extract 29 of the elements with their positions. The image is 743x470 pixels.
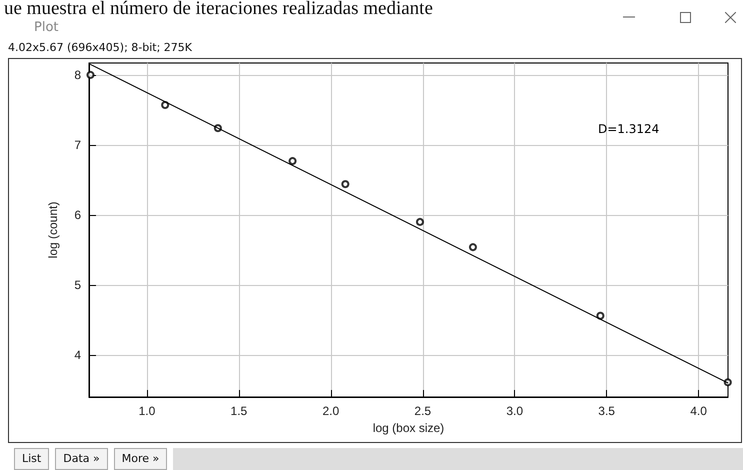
x-tick-label: 2.0 — [322, 404, 340, 418]
y-tick-label: 4 — [74, 348, 82, 362]
y-tick-label: 5 — [74, 278, 82, 292]
text: Plot — [34, 20, 59, 35]
text: 4.02x5.67 (696x405); 8-bit; 275K — [8, 41, 192, 54]
annotation: D=1.3124 — [598, 122, 660, 136]
point — [86, 70, 94, 79]
button[interactable]: List — [14, 448, 50, 470]
x-tick-label: 3.0 — [506, 404, 524, 418]
x-tick-label: 1.5 — [230, 404, 248, 418]
x-axis-title: log (box size) — [372, 420, 444, 435]
x-tick-label: 3.5 — [598, 404, 616, 418]
point — [161, 101, 170, 110]
y-tick-label: 6 — [74, 208, 82, 222]
x-tick-label: 4.0 — [690, 404, 708, 418]
point — [468, 243, 477, 252]
point — [724, 378, 732, 386]
x-tick-label: 2.5 — [414, 404, 432, 418]
button[interactable]: Data » — [55, 448, 108, 470]
y-axis-title: log (count) — [46, 202, 60, 258]
point — [288, 157, 297, 166]
point — [596, 312, 604, 320]
y-tick-label: 8 — [74, 68, 82, 82]
button[interactable]: More » — [114, 448, 168, 470]
point — [341, 180, 350, 188]
y-tick-label: 7 — [74, 138, 82, 152]
text: ue muestra el número de iteraciones realizadas mediante — [4, 0, 433, 20]
x-tick-label: 1.0 — [138, 404, 156, 418]
point — [416, 218, 424, 226]
